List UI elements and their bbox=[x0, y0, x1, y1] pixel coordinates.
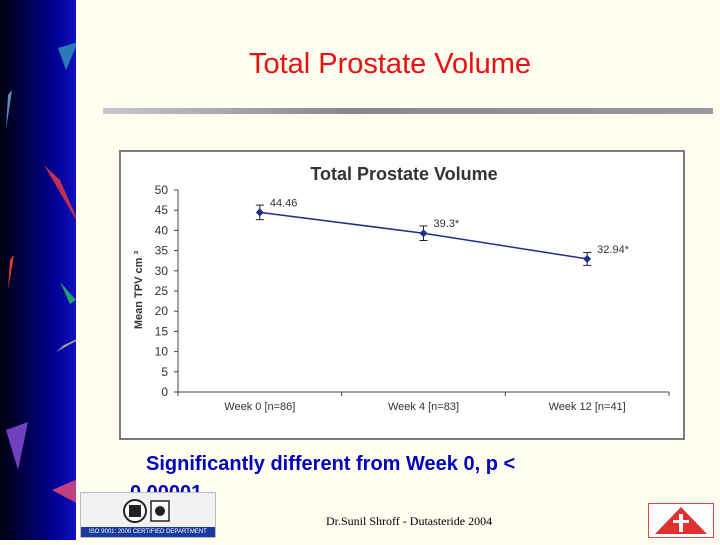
y-tick-label: 10 bbox=[155, 345, 169, 359]
significance-note: Significantly different from Week 0, p < bbox=[146, 453, 516, 475]
y-tick-label: 25 bbox=[155, 284, 169, 298]
y-tick-label: 0 bbox=[161, 385, 168, 399]
decorative-sidebar bbox=[0, 0, 100, 540]
chart-title: Total Prostate Volume bbox=[310, 164, 497, 184]
x-tick-label: Week 4 [n=83] bbox=[388, 401, 459, 413]
shard-7 bbox=[6, 422, 28, 470]
iso-certification-badge: ISO 9001: 2000 CERTIFIED DEPARTMENT bbox=[80, 492, 216, 538]
data-label: 32.94* bbox=[597, 244, 630, 256]
y-tick-label: 20 bbox=[155, 304, 169, 318]
shard-2 bbox=[6, 90, 12, 130]
medical-emblem-icon bbox=[655, 507, 707, 534]
shard-5 bbox=[60, 282, 76, 304]
y-tick-label: 35 bbox=[155, 244, 169, 258]
title-divider bbox=[103, 108, 713, 114]
y-tick-label: 40 bbox=[155, 223, 169, 237]
shard-1 bbox=[58, 42, 78, 70]
data-point bbox=[255, 208, 264, 217]
shard-6 bbox=[56, 328, 100, 352]
data-point bbox=[583, 254, 592, 263]
data-label: 44.46 bbox=[270, 197, 298, 209]
slide-title: Total Prostate Volume bbox=[248, 48, 532, 80]
data-label: 39.3* bbox=[434, 218, 460, 230]
x-tick-label: Week 0 [n=86] bbox=[224, 401, 295, 413]
x-axis-ticks: Week 0 [n=86] Week 4 [n=83] Week 12 [n=41] bbox=[177, 392, 670, 413]
y-tick-label: 50 bbox=[155, 183, 169, 197]
shard-8 bbox=[52, 478, 80, 505]
decorative-shards bbox=[6, 42, 100, 505]
slide-footer: Dr.Sunil Shroff - Dutasteride 2004 bbox=[326, 514, 493, 528]
y-tick-label: 5 bbox=[161, 365, 168, 379]
chart-axes bbox=[177, 190, 669, 393]
shard-4 bbox=[8, 255, 14, 290]
x-tick-label: Week 12 [n=41] bbox=[549, 401, 626, 413]
chart-frame: Total Prostate Volume 0 5 10 15 20 25 30 35 40 45… bbox=[119, 150, 685, 440]
line-chart: Total Prostate Volume 0 5 10 15 20 25 30 35 40 45… bbox=[133, 164, 670, 413]
corner-logo bbox=[648, 503, 714, 538]
y-axis-label: Mean TPV cm ³ bbox=[133, 251, 145, 330]
badge-caption: ISO 9001: 2000 CERTIFIED DEPARTMENT bbox=[81, 527, 215, 537]
y-axis-ticks: 0 5 10 15 20 25 30 35 40 45 50 bbox=[155, 183, 178, 399]
series-line: 44.46 39.3* 32.94* bbox=[255, 197, 630, 266]
y-tick-label: 45 bbox=[155, 203, 169, 217]
certification-logos-icon bbox=[123, 499, 170, 523]
shard-3 bbox=[44, 165, 82, 230]
data-point bbox=[419, 229, 428, 238]
y-tick-label: 30 bbox=[155, 264, 169, 278]
y-tick-label: 15 bbox=[155, 324, 169, 338]
